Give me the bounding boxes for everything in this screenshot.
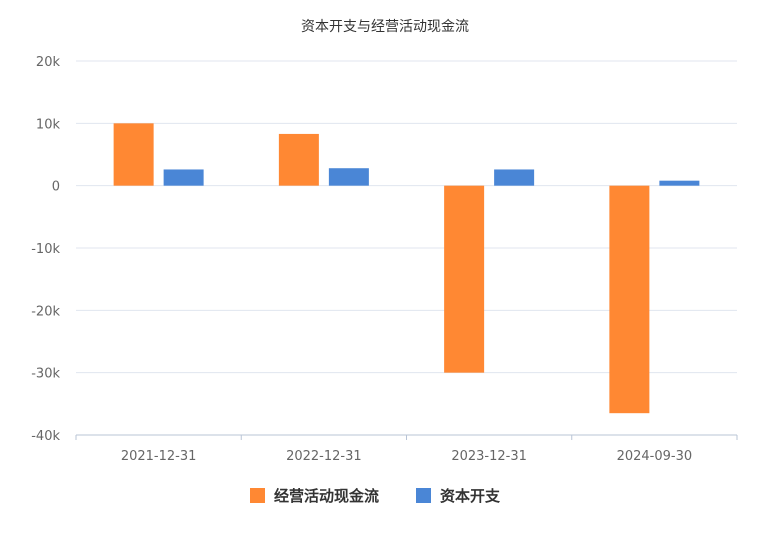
- legend-swatch: [416, 488, 431, 503]
- bar-operating-cash-flow: [609, 185, 650, 414]
- legend-swatch: [250, 488, 265, 503]
- y-tick-label: -10k: [31, 242, 60, 257]
- y-tick-label: -40k: [31, 429, 60, 444]
- chart-title: 资本开支与经营活动现金流: [301, 19, 469, 35]
- x-tick-label: 2022-12-31: [286, 449, 362, 464]
- x-tick-label: 2023-12-31: [451, 449, 527, 464]
- y-tick-label: 0: [52, 180, 60, 195]
- y-tick-label: 20k: [36, 55, 61, 70]
- bar-capex: [328, 168, 369, 186]
- bar-operating-cash-flow: [113, 123, 154, 186]
- bar-operating-cash-flow: [444, 185, 485, 373]
- legend-label: 资本开支: [440, 487, 501, 505]
- bar-operating-cash-flow: [278, 133, 319, 186]
- y-tick-label: 10k: [36, 117, 61, 132]
- legend-label: 经营活动现金流: [274, 487, 379, 505]
- bar-capex: [659, 180, 700, 186]
- y-tick-label: -30k: [31, 367, 60, 382]
- x-tick-label: 2024-09-30: [617, 449, 693, 464]
- y-tick-label: -20k: [31, 304, 60, 319]
- bar-capex: [494, 169, 535, 186]
- bar-capex: [163, 169, 204, 186]
- x-tick-label: 2021-12-31: [121, 449, 197, 464]
